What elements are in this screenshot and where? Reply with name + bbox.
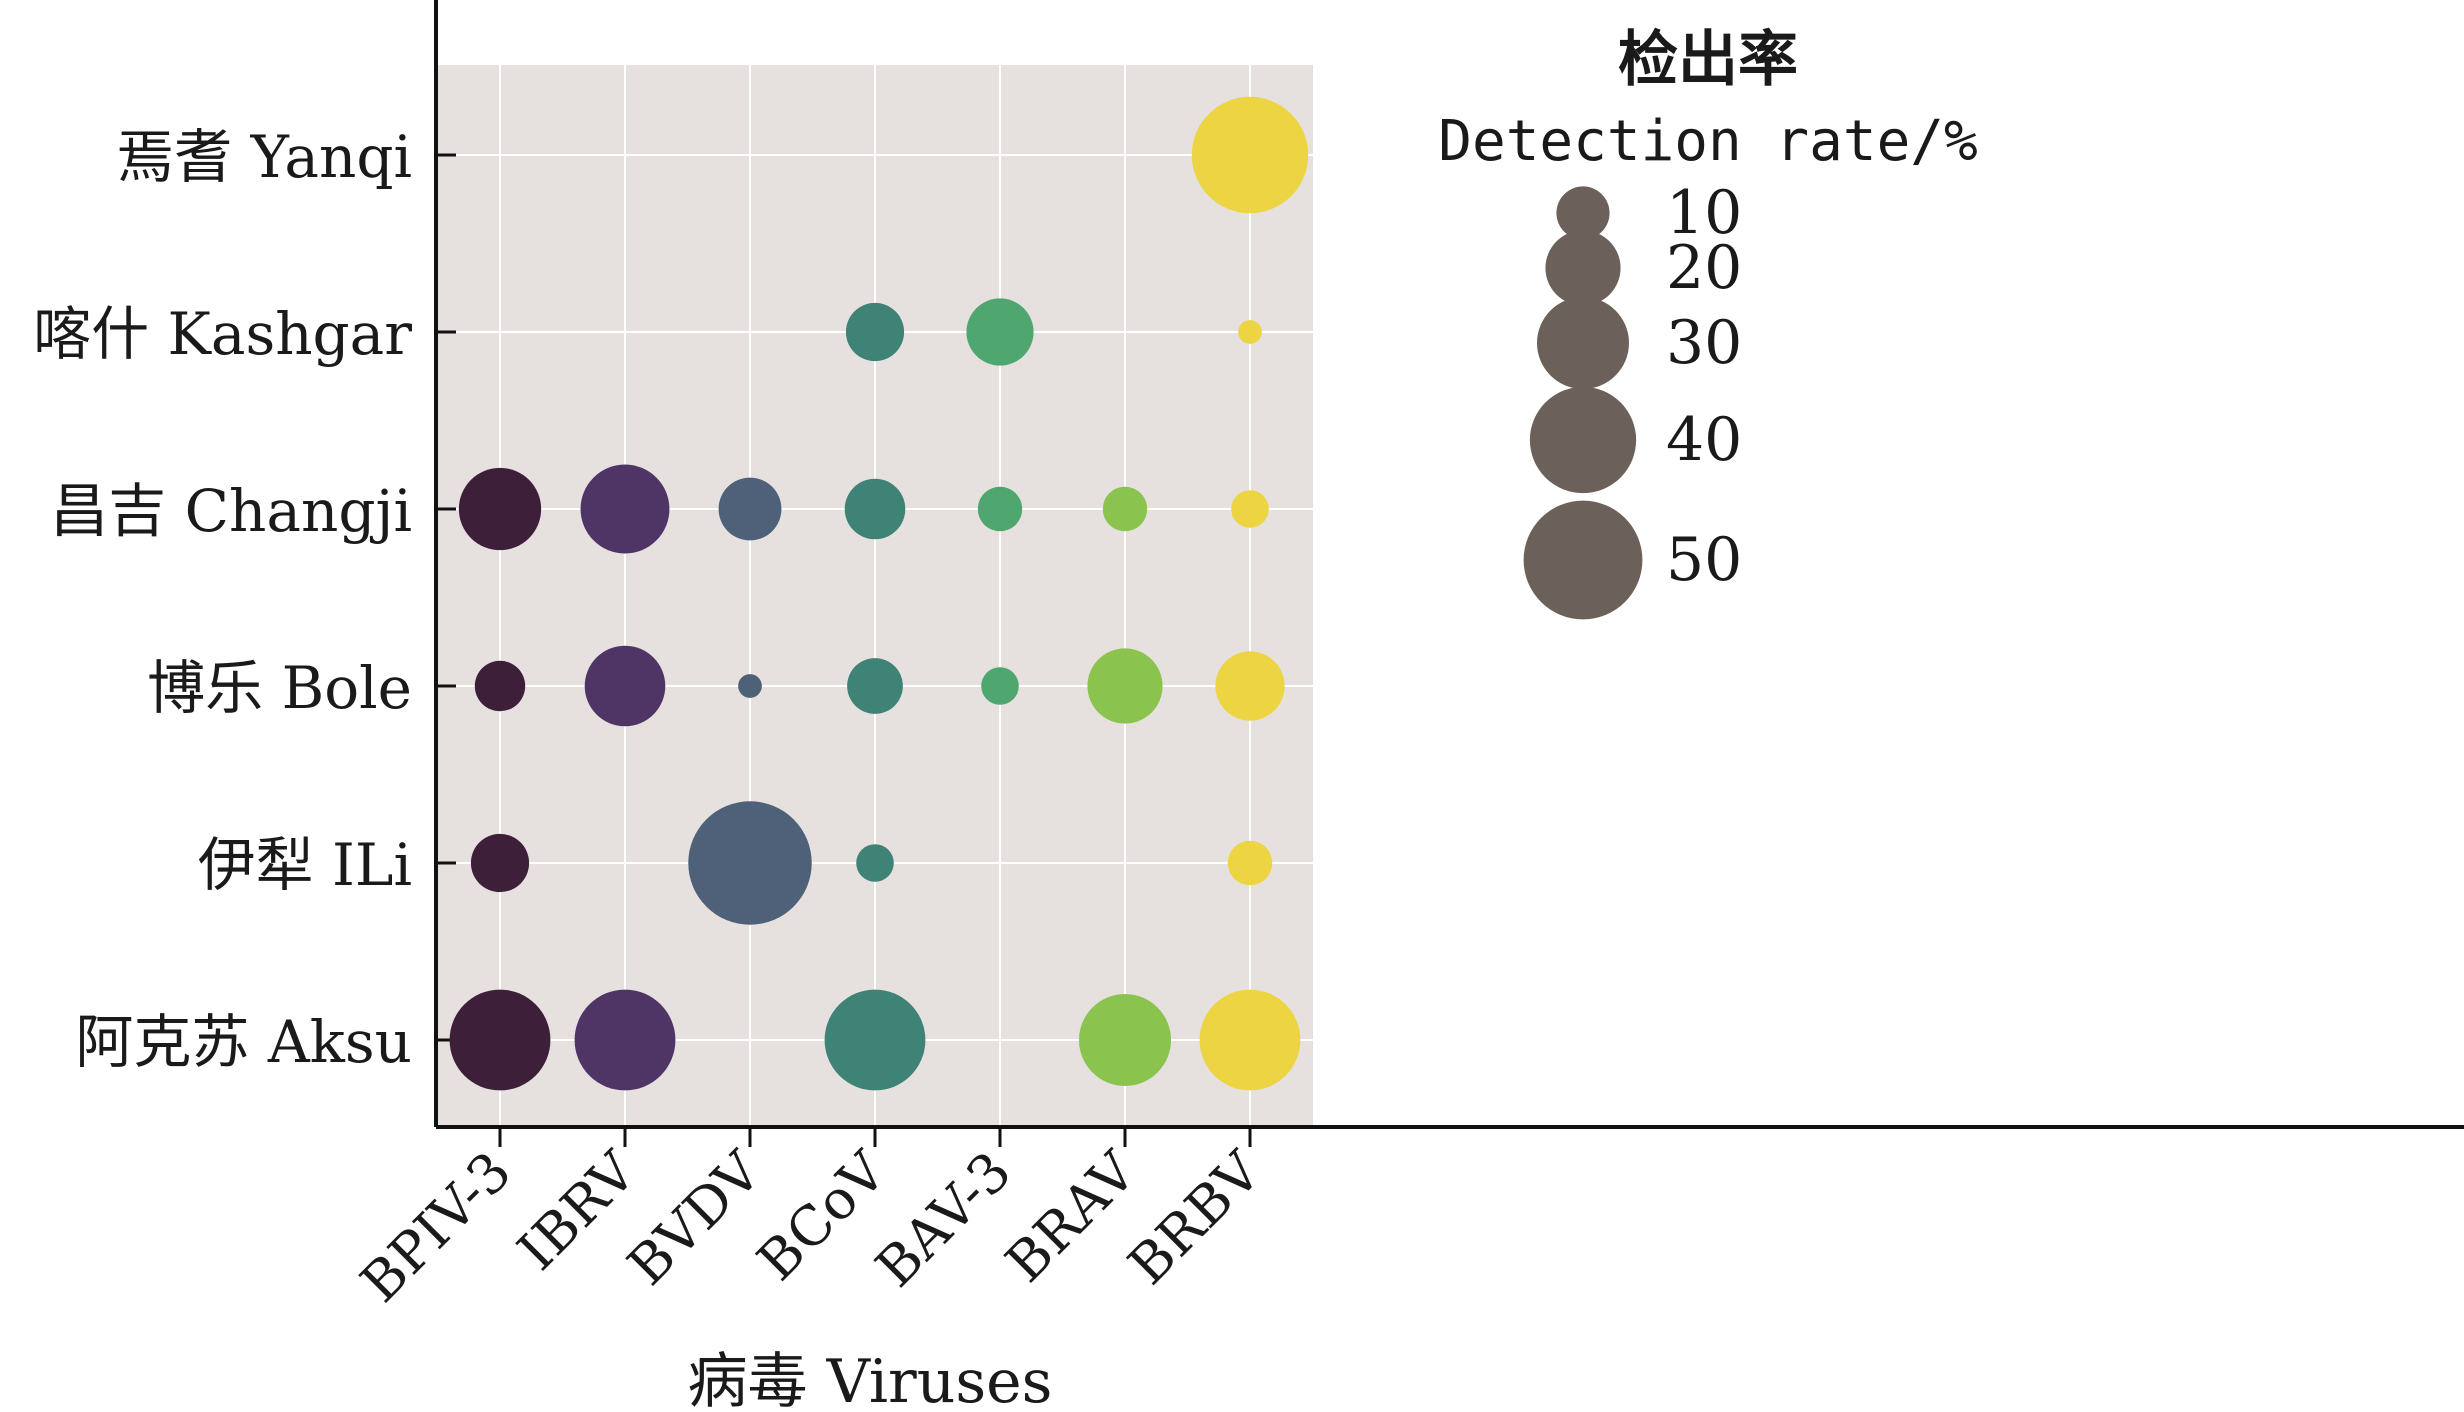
bubble <box>1191 96 1309 214</box>
bubble <box>1199 989 1301 1091</box>
bubble <box>738 674 762 698</box>
x-tick-label: BAV-3 <box>864 1140 1024 1300</box>
bubble <box>966 298 1034 366</box>
y-tick-label: 喀什 Kashgar <box>33 300 412 368</box>
y-tick-label: 博乐 Bole <box>147 654 412 722</box>
bubble <box>458 467 542 551</box>
legend-label: 30 <box>1666 308 1742 378</box>
bubble <box>584 645 666 727</box>
bubble <box>688 801 812 925</box>
legend-swatch <box>1523 500 1643 620</box>
legend-label: 10 <box>1666 178 1742 248</box>
bubble <box>449 989 551 1091</box>
bubble <box>845 302 905 362</box>
y-tick-label: 伊犁 ILi <box>198 831 412 899</box>
bubble <box>474 660 526 712</box>
bubble <box>844 478 906 540</box>
bubble <box>856 844 894 882</box>
y-tick-label: 昌吉 Changji <box>50 477 412 545</box>
x-tick-label: BPIV-3 <box>349 1140 524 1315</box>
legend-subtitle: Detection rate/% <box>1438 109 1977 174</box>
bubble <box>470 833 530 893</box>
bubble <box>981 667 1019 705</box>
legend-swatch <box>1556 186 1610 240</box>
bubble <box>718 477 782 541</box>
bubble <box>574 989 676 1091</box>
legend-label: 40 <box>1666 405 1742 475</box>
bubble <box>824 989 926 1091</box>
x-tick-label: BCoV <box>745 1139 899 1293</box>
bubble <box>1238 320 1262 344</box>
bubble <box>1215 651 1285 721</box>
axes <box>434 0 2464 1147</box>
legend-label: 20 <box>1666 233 1742 303</box>
y-tick-label: 焉耆 Yanqi <box>116 123 412 191</box>
bubble <box>1087 648 1163 724</box>
x-tick-label: BVDV <box>615 1139 773 1297</box>
bubble <box>1078 993 1172 1087</box>
bubble <box>1102 486 1148 532</box>
bubble <box>1227 840 1273 886</box>
x-tick-label: BRBV <box>1116 1139 1274 1297</box>
y-tick-label: 阿克苏 Aksu <box>75 1008 412 1076</box>
y-tick-labels: 焉耆 Yanqi 喀什 Kashgar 昌吉 Changji 博乐 Bole 伊犁 IL… <box>33 123 412 1076</box>
bubble <box>977 486 1023 532</box>
legend-swatch <box>1545 230 1621 306</box>
bubble <box>847 658 903 714</box>
bubbles <box>449 96 1309 1091</box>
legend-label: 50 <box>1666 525 1742 595</box>
x-tick-label: BRAV <box>994 1139 1149 1294</box>
bubble <box>580 464 670 554</box>
legend-swatch <box>1536 296 1630 390</box>
legend-title: 检出率 <box>1618 25 1798 95</box>
x-axis-title: 病毒 Viruses <box>688 1347 1053 1412</box>
bubble <box>1231 490 1269 528</box>
legend-swatch <box>1529 386 1637 494</box>
